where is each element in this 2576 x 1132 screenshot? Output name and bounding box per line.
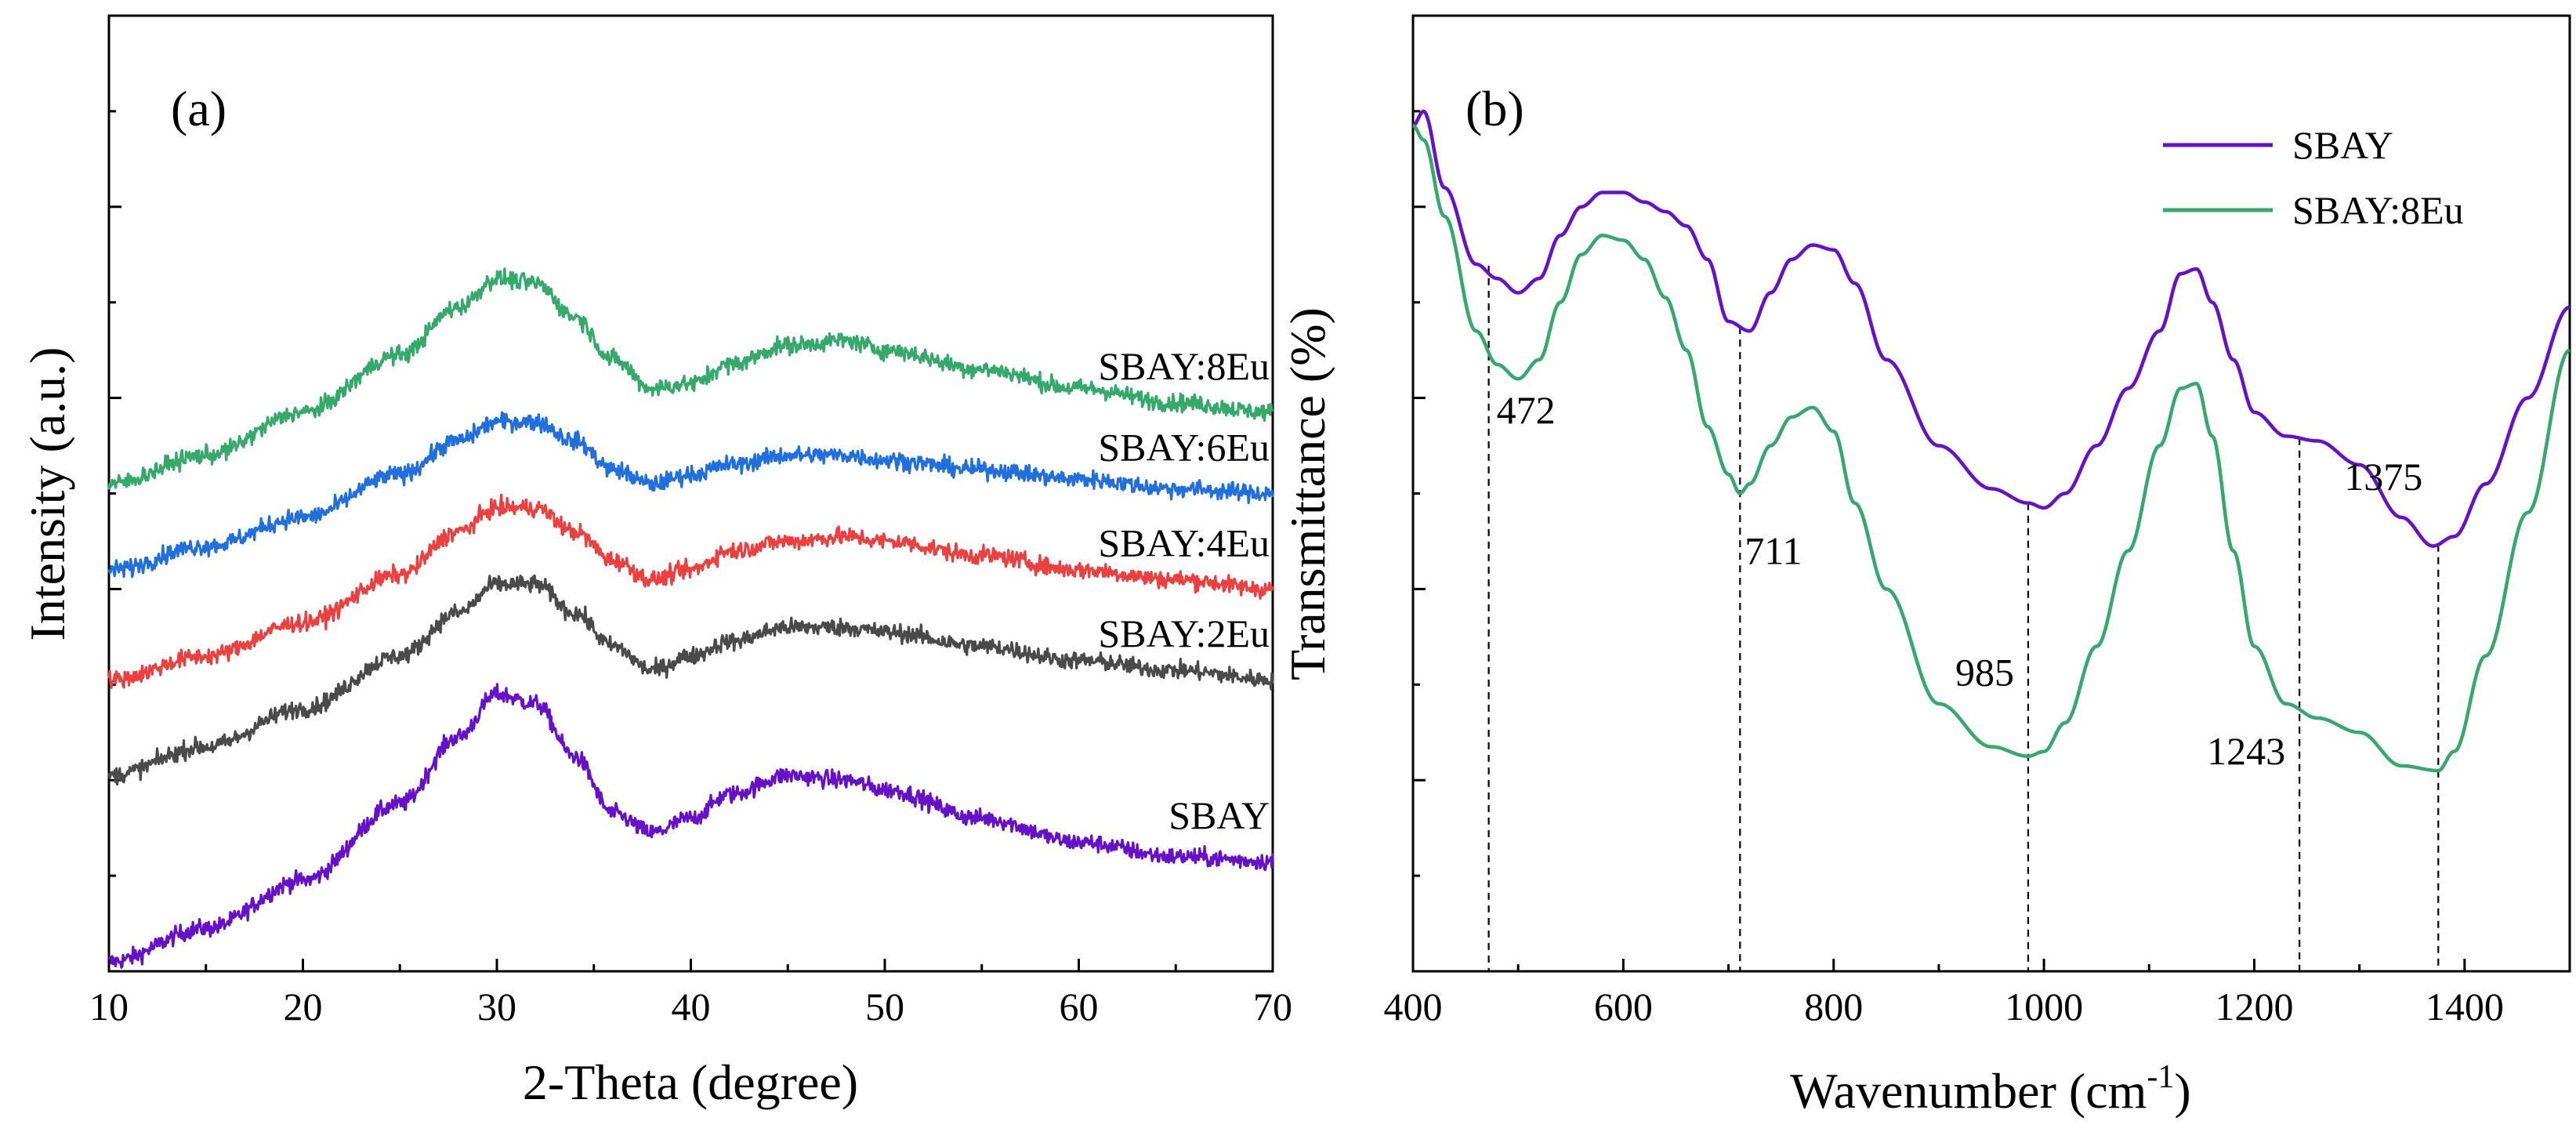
- panel-b-legend: SBAY SBAY:8Eu: [2163, 123, 2464, 232]
- peak-label-1243: 1243: [2207, 729, 2285, 773]
- legend-label-sbay: SBAY: [2292, 123, 2393, 167]
- panel-a-x-tick-label: 70: [1253, 985, 1292, 1029]
- panel-b-ftir-chart: 400 600 800 1000 1200 1400 47271198512431375 …: [1280, 14, 2571, 1119]
- panel-b-x-ticks: 400 600 800 1000 1200 1400: [1384, 959, 2571, 1029]
- peak-label-472: 472: [1497, 388, 1556, 432]
- panel-b-peak-labels: 472 711 985 1243 1375: [1497, 388, 2423, 773]
- series-line-sbay-6eu: [107, 411, 1274, 579]
- panel-a-series-group: [107, 267, 1274, 969]
- panel-b-y-axis-title: Transmittance (%): [1280, 307, 1335, 680]
- series-line-sbay-4eu: [107, 493, 1274, 689]
- panel-b-x-tick-label: 800: [1804, 985, 1863, 1029]
- series-line-sbay-8eu: [107, 267, 1274, 490]
- panel-b-series-group: [1412, 109, 2571, 773]
- panel-b-x-axis-title-superscript: -1: [2147, 1059, 2174, 1095]
- series-line-sbay: [1412, 109, 2571, 548]
- series-label-sbay-4eu: SBAY:4Eu: [1098, 521, 1270, 564]
- panel-a-plot-frame: [107, 14, 1274, 973]
- panel-b-peak-guides: [1487, 265, 2440, 971]
- panel-a-x-axis-title: 2-Theta (degree): [523, 1054, 858, 1110]
- panel-a-tag: (a): [171, 81, 226, 136]
- panel-b-x-axis-title-main: Wavenumber (cm: [1790, 1063, 2147, 1119]
- panel-b-x-tick-label: 1400: [2426, 985, 2504, 1029]
- series-line-sbay-8eu: [1412, 124, 2571, 773]
- panel-b-x-tick-label: 1200: [2215, 985, 2293, 1029]
- panel-b-y-ticks: [1413, 14, 1426, 973]
- panel-b-x-tick-label: 400: [1384, 985, 1443, 1029]
- legend-label-sbay-8eu: SBAY:8Eu: [2292, 188, 2464, 232]
- series-label-sbay: SBAY: [1168, 793, 1270, 837]
- panel-a-x-ticks: 10 20 30 40 50 60 70: [89, 959, 1292, 1029]
- panel-a-x-tick-label: 50: [865, 985, 904, 1029]
- peak-label-985: 985: [1955, 651, 2014, 695]
- series-label-sbay-8eu: SBAY:8Eu: [1098, 344, 1270, 388]
- panel-a-x-tick-label: 10: [89, 985, 129, 1029]
- panel-b-x-tick-label: 1000: [2005, 985, 2083, 1029]
- series-line-sbay-2eu: [107, 574, 1274, 786]
- panel-a-x-tick-label: 20: [284, 985, 323, 1029]
- panel-a-y-axis-title: Intensity (a.u.): [20, 347, 75, 641]
- series-line-sbay: [107, 683, 1274, 969]
- series-label-sbay-2eu: SBAY:2Eu: [1098, 611, 1270, 655]
- panel-b-x-axis-title: Wavenumber (cm-1): [1790, 1059, 2190, 1119]
- panel-b-tag: (b): [1466, 81, 1524, 136]
- panel-a-x-tick-label: 60: [1060, 985, 1099, 1029]
- panel-b-x-tick-label: 600: [1594, 985, 1653, 1029]
- panel-a-y-ticks: [109, 14, 121, 973]
- panel-b-x-axis-title-suffix: ): [2174, 1063, 2190, 1119]
- panel-a-xrd-chart: 10 20 30 40 50 60 70 SBAY SBAY:2Eu SBAY:4Eu SBAY:…: [20, 14, 1292, 1110]
- series-label-sbay-6eu: SBAY:6Eu: [1098, 426, 1270, 470]
- peak-label-711: 711: [1745, 529, 1802, 573]
- peak-label-1375: 1375: [2344, 455, 2422, 499]
- panel-a-series-labels: SBAY SBAY:2Eu SBAY:4Eu SBAY:6Eu SBAY:8Eu: [1098, 344, 1270, 837]
- panel-a-x-tick-label: 30: [477, 985, 516, 1029]
- panel-a-x-tick-label: 40: [672, 985, 711, 1029]
